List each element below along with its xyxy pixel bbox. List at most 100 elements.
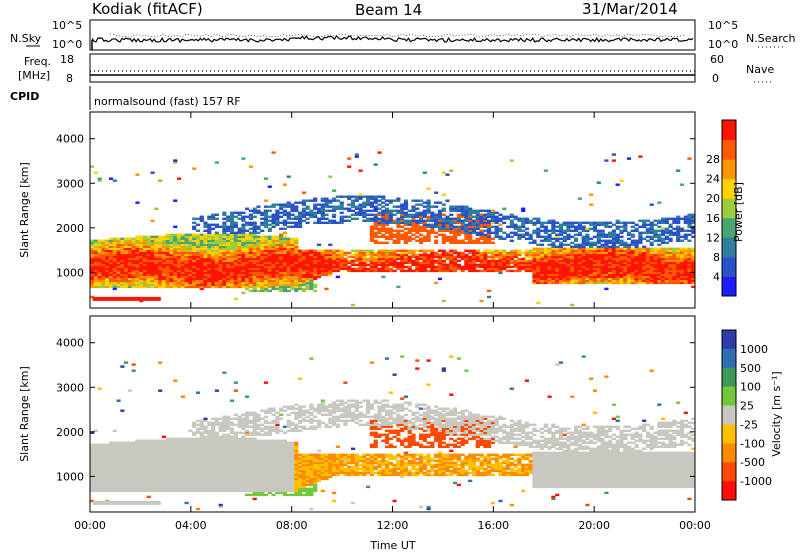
heatmap-cell [369, 217, 374, 220]
heatmap-cell [286, 253, 291, 257]
heatmap-cell [145, 296, 150, 301]
heatmap-cell [105, 249, 110, 252]
heatmap-cell [282, 205, 287, 208]
heatmap-cell [93, 465, 98, 469]
colorbar-swatch [722, 237, 736, 258]
heatmap-cell [558, 245, 564, 248]
heatmap-cell [180, 463, 185, 467]
heatmap-cell [90, 479, 95, 483]
heatmap-cell [214, 269, 219, 273]
heatmap-cell [449, 251, 454, 255]
heatmap-cell [180, 281, 185, 285]
heatmap-cell [437, 215, 443, 218]
heatmap-cell [180, 267, 185, 271]
heatmap-cell [403, 259, 408, 263]
heatmap-cell [623, 223, 628, 226]
heatmap-cell [158, 251, 163, 255]
heatmap-cell [513, 233, 518, 236]
heatmap-cell [547, 239, 552, 242]
heatmap-cell [180, 247, 185, 250]
heatmap-cell [173, 459, 178, 463]
heatmap-cell [328, 251, 333, 255]
heatmap-cell [679, 227, 685, 230]
heatmap-cell [471, 211, 477, 214]
heatmap-cell [339, 201, 344, 204]
heatmap-cell [479, 215, 484, 218]
heatmap-cell [585, 269, 590, 273]
heatmap-cell [158, 445, 163, 448]
heatmap-cell [661, 281, 666, 285]
heatmap-cell [248, 273, 253, 277]
heatmap-cell [271, 151, 276, 154]
heatmap-cell [131, 447, 136, 450]
heatmap-cell [456, 263, 461, 267]
heatmap-cell [211, 237, 216, 240]
heatmap-cell [173, 449, 178, 452]
cpid-strip: CPID normalsound (fast) 157 RF [10, 86, 241, 110]
heatmap-cell [112, 277, 117, 281]
heatmap-cell [562, 235, 567, 238]
heatmap-cell [294, 223, 299, 226]
heatmap-cell [169, 447, 174, 450]
heatmap-cell [434, 219, 439, 222]
heatmap-cell [241, 215, 246, 218]
heatmap-cell [294, 243, 299, 246]
heatmap-cell [422, 229, 427, 232]
heatmap-cell [142, 439, 148, 442]
heatmap-cell [203, 277, 208, 281]
y-tick-label: 4000 [56, 133, 84, 146]
heatmap-cell [112, 251, 117, 255]
heatmap-cell [475, 269, 480, 273]
heatmap-cell [415, 267, 420, 271]
heatmap-cell [400, 215, 405, 218]
heatmap-cell [464, 225, 469, 228]
heatmap-cell [328, 269, 333, 273]
heatmap-cell [154, 459, 159, 463]
heatmap-cell [623, 275, 628, 279]
heatmap-cell [657, 237, 662, 240]
freq-strip: Freq. [MHz] 18 8 60 0 Nave [18, 53, 774, 85]
heatmap-cell [626, 261, 632, 265]
heatmap-cell [127, 253, 132, 257]
heatmap-cell [294, 265, 299, 269]
heatmap-cell [676, 225, 681, 228]
heatmap-cell [313, 261, 318, 265]
heatmap-cell [320, 215, 325, 218]
heatmap-cell [131, 249, 136, 252]
heatmap-cell [437, 225, 443, 228]
heatmap-cell [339, 259, 344, 263]
heatmap-cell [661, 277, 666, 281]
heatmap-cell [135, 239, 140, 242]
heatmap-cell [271, 267, 276, 271]
heatmap-cell [214, 277, 219, 281]
heatmap-cell [434, 213, 439, 216]
heatmap-cell [464, 223, 469, 226]
heatmap-cell [509, 249, 514, 252]
heatmap-cell [434, 231, 439, 234]
heatmap-cell [139, 243, 144, 246]
heatmap-cell [124, 245, 129, 248]
heatmap-cell [282, 263, 287, 267]
heatmap-cell [540, 249, 545, 252]
heatmap-cell [252, 207, 257, 210]
heatmap-cell [127, 279, 132, 283]
heatmap-cell [456, 239, 461, 242]
heatmap-cell [237, 275, 242, 279]
heatmap-cell [562, 223, 567, 226]
heatmap-cell [124, 275, 129, 279]
heatmap-cell [298, 281, 303, 285]
heatmap-cell [90, 243, 95, 246]
heatmap-cell [615, 263, 620, 267]
heatmap-cell [411, 215, 416, 218]
heatmap-cell [517, 229, 522, 232]
heatmap-cell [275, 221, 280, 224]
heatmap-cell [634, 257, 639, 261]
heatmap-cell [615, 247, 620, 250]
heatmap-cell [294, 263, 299, 267]
heatmap-cell [566, 235, 571, 238]
heatmap-cell [377, 151, 382, 154]
heatmap-cell [177, 245, 182, 248]
heatmap-cell [642, 223, 647, 226]
heatmap-cell [468, 263, 473, 267]
heatmap-cell [139, 237, 144, 240]
